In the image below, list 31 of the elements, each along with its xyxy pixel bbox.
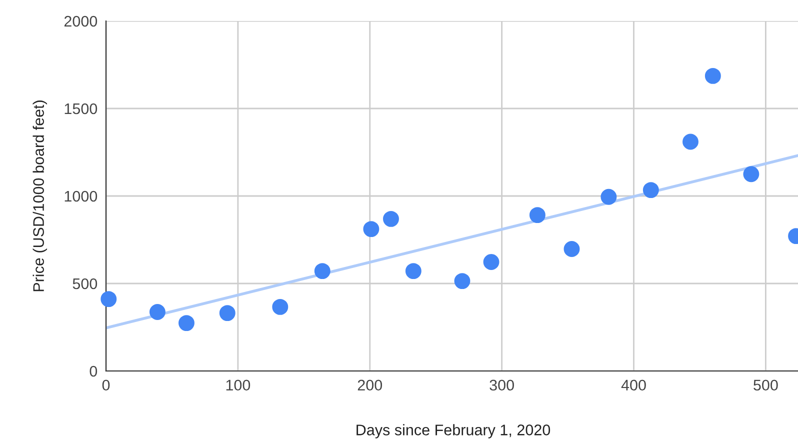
point (642, 182, 659, 198)
point (219, 305, 236, 322)
point (682, 134, 698, 150)
x-tick-label: 500 (754, 380, 778, 391)
point (564, 241, 580, 258)
point (405, 263, 422, 280)
point (383, 210, 399, 227)
x-tick-label: 200 (358, 380, 382, 391)
y-tick-label: 2000 (64, 16, 98, 27)
y-tick-label: 0 (90, 366, 98, 377)
point (600, 188, 617, 205)
point (363, 221, 380, 238)
x-tick-label: 100 (226, 380, 250, 391)
point (529, 207, 546, 224)
x-axis-title: Days since February 1, 2020 (356, 424, 550, 438)
point (272, 298, 288, 315)
point (454, 273, 470, 290)
y-tick-label: 1500 (64, 103, 98, 114)
point (314, 263, 330, 280)
y-axis-title: Price (USD/1000 board feet) (32, 100, 48, 292)
point (149, 304, 166, 320)
y-tick-label: 500 (72, 278, 98, 290)
x-tick-label: 300 (490, 380, 514, 391)
x-tick-label: 0 (102, 380, 110, 391)
point (483, 254, 500, 270)
point (743, 166, 760, 182)
point (178, 315, 194, 332)
point (704, 68, 721, 84)
y-tick-label: 1000 (64, 190, 98, 202)
point (100, 291, 117, 308)
x-tick-label: 400 (621, 380, 646, 391)
